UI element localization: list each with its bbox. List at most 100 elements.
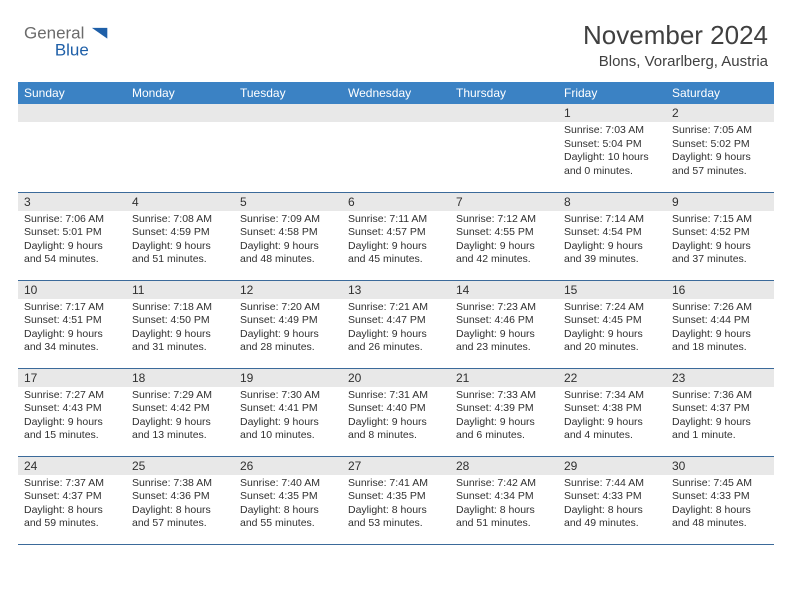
sunset-text: Sunset: 4:55 PM [456,226,552,240]
sunrise-text: Sunrise: 7:44 AM [564,477,660,491]
calendar-week-row: 17Sunrise: 7:27 AMSunset: 4:43 PMDayligh… [18,368,774,456]
day-number: 28 [450,457,558,475]
daylight-text: Daylight: 9 hours and 57 minutes. [672,151,768,178]
daylight-text: Daylight: 10 hours and 0 minutes. [564,151,660,178]
day-cell: 26Sunrise: 7:40 AMSunset: 4:35 PMDayligh… [234,456,342,544]
day-number-empty [234,104,342,122]
day-number: 13 [342,281,450,299]
day-number: 18 [126,369,234,387]
day-body: Sunrise: 7:14 AMSunset: 4:54 PMDaylight:… [558,211,666,272]
sunrise-text: Sunrise: 7:12 AM [456,213,552,227]
day-body: Sunrise: 7:23 AMSunset: 4:46 PMDaylight:… [450,299,558,360]
sunset-text: Sunset: 4:47 PM [348,314,444,328]
daylight-text: Daylight: 8 hours and 51 minutes. [456,504,552,531]
day-number: 21 [450,369,558,387]
day-cell: 6Sunrise: 7:11 AMSunset: 4:57 PMDaylight… [342,192,450,280]
daylight-text: Daylight: 9 hours and 48 minutes. [240,240,336,267]
daylight-text: Daylight: 8 hours and 53 minutes. [348,504,444,531]
daylight-text: Daylight: 9 hours and 8 minutes. [348,416,444,443]
daylight-text: Daylight: 8 hours and 55 minutes. [240,504,336,531]
day-cell: 16Sunrise: 7:26 AMSunset: 4:44 PMDayligh… [666,280,774,368]
daylight-text: Daylight: 8 hours and 48 minutes. [672,504,768,531]
daylight-text: Daylight: 9 hours and 13 minutes. [132,416,228,443]
day-body: Sunrise: 7:33 AMSunset: 4:39 PMDaylight:… [450,387,558,448]
sunrise-text: Sunrise: 7:21 AM [348,301,444,315]
sunset-text: Sunset: 5:01 PM [24,226,120,240]
calendar-week-row: 1Sunrise: 7:03 AMSunset: 5:04 PMDaylight… [18,104,774,192]
day-number: 20 [342,369,450,387]
sunrise-text: Sunrise: 7:03 AM [564,124,660,138]
day-number: 11 [126,281,234,299]
day-number: 29 [558,457,666,475]
day-body: Sunrise: 7:40 AMSunset: 4:35 PMDaylight:… [234,475,342,536]
sunset-text: Sunset: 4:35 PM [348,490,444,504]
day-cell: 12Sunrise: 7:20 AMSunset: 4:49 PMDayligh… [234,280,342,368]
day-body: Sunrise: 7:03 AMSunset: 5:04 PMDaylight:… [558,122,666,183]
day-cell: 10Sunrise: 7:17 AMSunset: 4:51 PMDayligh… [18,280,126,368]
day-number: 30 [666,457,774,475]
day-cell: 25Sunrise: 7:38 AMSunset: 4:36 PMDayligh… [126,456,234,544]
daylight-text: Daylight: 9 hours and 31 minutes. [132,328,228,355]
sunset-text: Sunset: 5:02 PM [672,138,768,152]
day-number: 19 [234,369,342,387]
sunset-text: Sunset: 4:57 PM [348,226,444,240]
day-cell: 8Sunrise: 7:14 AMSunset: 4:54 PMDaylight… [558,192,666,280]
day-body: Sunrise: 7:42 AMSunset: 4:34 PMDaylight:… [450,475,558,536]
sunset-text: Sunset: 5:04 PM [564,138,660,152]
sunset-text: Sunset: 4:38 PM [564,402,660,416]
day-body: Sunrise: 7:27 AMSunset: 4:43 PMDaylight:… [18,387,126,448]
day-number: 22 [558,369,666,387]
daylight-text: Daylight: 9 hours and 45 minutes. [348,240,444,267]
sunrise-text: Sunrise: 7:31 AM [348,389,444,403]
weekday-header: Monday [126,82,234,104]
sunrise-text: Sunrise: 7:08 AM [132,213,228,227]
day-number: 9 [666,193,774,211]
sunrise-text: Sunrise: 7:23 AM [456,301,552,315]
logo: General Blue [24,20,132,62]
weekday-header: Thursday [450,82,558,104]
sunrise-text: Sunrise: 7:11 AM [348,213,444,227]
daylight-text: Daylight: 9 hours and 10 minutes. [240,416,336,443]
daylight-text: Daylight: 9 hours and 18 minutes. [672,328,768,355]
day-number: 2 [666,104,774,122]
day-body: Sunrise: 7:12 AMSunset: 4:55 PMDaylight:… [450,211,558,272]
day-cell [234,104,342,192]
day-body: Sunrise: 7:24 AMSunset: 4:45 PMDaylight:… [558,299,666,360]
sunset-text: Sunset: 4:50 PM [132,314,228,328]
day-cell [342,104,450,192]
day-cell: 7Sunrise: 7:12 AMSunset: 4:55 PMDaylight… [450,192,558,280]
day-cell [18,104,126,192]
day-body-empty [126,122,234,182]
day-cell: 5Sunrise: 7:09 AMSunset: 4:58 PMDaylight… [234,192,342,280]
day-number: 15 [558,281,666,299]
day-cell: 13Sunrise: 7:21 AMSunset: 4:47 PMDayligh… [342,280,450,368]
day-number-empty [342,104,450,122]
day-body: Sunrise: 7:34 AMSunset: 4:38 PMDaylight:… [558,387,666,448]
weekday-header: Friday [558,82,666,104]
day-number: 8 [558,193,666,211]
day-body: Sunrise: 7:31 AMSunset: 4:40 PMDaylight:… [342,387,450,448]
day-body: Sunrise: 7:41 AMSunset: 4:35 PMDaylight:… [342,475,450,536]
day-cell [126,104,234,192]
day-body: Sunrise: 7:45 AMSunset: 4:33 PMDaylight:… [666,475,774,536]
day-body: Sunrise: 7:20 AMSunset: 4:49 PMDaylight:… [234,299,342,360]
day-body: Sunrise: 7:18 AMSunset: 4:50 PMDaylight:… [126,299,234,360]
day-body: Sunrise: 7:21 AMSunset: 4:47 PMDaylight:… [342,299,450,360]
day-body: Sunrise: 7:30 AMSunset: 4:41 PMDaylight:… [234,387,342,448]
sunset-text: Sunset: 4:36 PM [132,490,228,504]
day-body: Sunrise: 7:15 AMSunset: 4:52 PMDaylight:… [666,211,774,272]
daylight-text: Daylight: 9 hours and 34 minutes. [24,328,120,355]
day-body-empty [234,122,342,182]
day-cell: 30Sunrise: 7:45 AMSunset: 4:33 PMDayligh… [666,456,774,544]
sunrise-text: Sunrise: 7:41 AM [348,477,444,491]
day-number: 1 [558,104,666,122]
sunrise-text: Sunrise: 7:05 AM [672,124,768,138]
sunset-text: Sunset: 4:51 PM [24,314,120,328]
sunset-text: Sunset: 4:40 PM [348,402,444,416]
daylight-text: Daylight: 9 hours and 51 minutes. [132,240,228,267]
day-cell: 23Sunrise: 7:36 AMSunset: 4:37 PMDayligh… [666,368,774,456]
daylight-text: Daylight: 9 hours and 20 minutes. [564,328,660,355]
day-cell: 20Sunrise: 7:31 AMSunset: 4:40 PMDayligh… [342,368,450,456]
day-number: 23 [666,369,774,387]
day-body-empty [450,122,558,182]
